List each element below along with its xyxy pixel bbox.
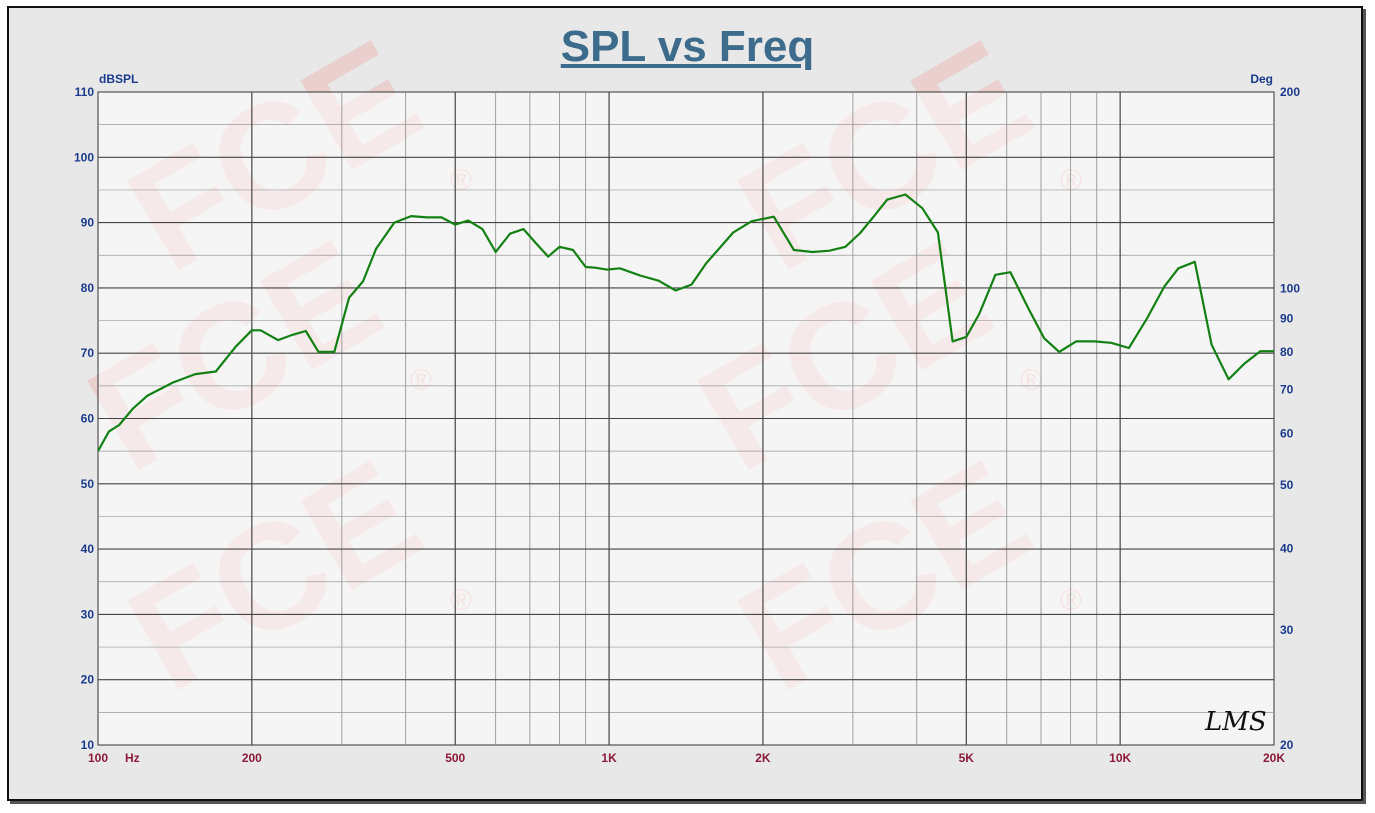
y-tick-label: 80 xyxy=(81,281,95,295)
x-tick-label: 2K xyxy=(755,751,771,765)
y2-tick-label: 50 xyxy=(1280,478,1294,492)
x-tick-label: 10K xyxy=(1109,751,1131,765)
y-tick-label: 70 xyxy=(81,346,95,360)
x-tick-label: 1K xyxy=(601,751,617,765)
y2-tick-label: 200 xyxy=(1280,85,1300,99)
y2-tick-label: 80 xyxy=(1280,345,1294,359)
x-tick-label: 100 xyxy=(88,751,108,765)
y-axis-label: dBSPL xyxy=(99,72,138,86)
y-tick-label: 20 xyxy=(81,673,95,687)
x-tick-label: 200 xyxy=(242,751,262,765)
grid-minor xyxy=(98,92,1274,745)
y-tick-label: 90 xyxy=(81,216,95,230)
x-tick-label: 5K xyxy=(959,751,975,765)
chart-title: SPL vs Freq xyxy=(560,22,815,71)
y2-tick-label: 90 xyxy=(1280,311,1294,325)
lms-stamp: LMS xyxy=(1204,707,1267,737)
grid-major xyxy=(98,92,1274,745)
y-tick-label: 10 xyxy=(81,738,95,752)
x-axis-label: Hz xyxy=(125,751,140,765)
axis-labels: 10 20 30 40 50 60 70 80 90 100 110 dBSPL 20 30 40 50 60 7… xyxy=(74,72,1300,765)
y2-tick-label: 30 xyxy=(1280,623,1294,637)
y-tick-label: 110 xyxy=(75,85,95,99)
y2-axis-label: Deg xyxy=(1250,72,1273,86)
y-tick-label: 50 xyxy=(81,477,95,491)
y2-tick-label: 60 xyxy=(1280,426,1294,440)
y-tick-label: 60 xyxy=(81,412,95,426)
spl-curve xyxy=(97,193,1274,452)
y-tick-label: 100 xyxy=(74,150,94,164)
y2-tick-label: 100 xyxy=(1280,282,1300,296)
y-tick-label: 40 xyxy=(81,542,95,556)
x-tick-label: 500 xyxy=(445,751,465,765)
series-layer xyxy=(97,193,1275,452)
y2-tick-label: 40 xyxy=(1280,541,1294,555)
x-tick-label: 20K xyxy=(1263,751,1285,765)
y2-tick-label: 70 xyxy=(1280,383,1294,397)
y-tick-label: 30 xyxy=(81,607,95,621)
y2-tick-label: 20 xyxy=(1280,738,1294,752)
